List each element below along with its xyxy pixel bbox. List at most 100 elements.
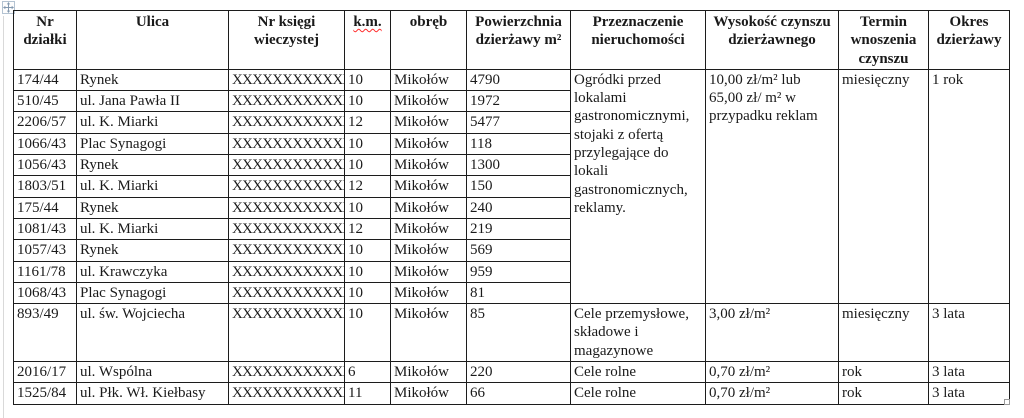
cell-ulica[interactable]: Rynek [76,239,229,262]
cell-termin[interactable]: miesięczny [838,303,929,363]
cell-obreb[interactable]: Mikołów [390,217,467,241]
cell-obreb[interactable]: Mikołów [390,90,467,113]
cell-nr-dzialki[interactable]: 1066/43 [13,132,77,156]
cell-ulica[interactable]: ul. Płk. Wł. Kiełbasy [76,382,229,405]
cell-powierzchnia[interactable]: 959 [466,260,571,283]
cell-ulica[interactable]: Rynek [76,154,229,177]
cell-km[interactable]: 10 [344,68,391,92]
cell-okres[interactable]: 3 lata [928,382,1010,405]
cell-obreb[interactable]: Mikołów [390,111,467,134]
table-move-handle[interactable] [2,1,15,14]
cell-obreb[interactable]: Mikołów [390,154,467,177]
cell-km[interactable]: 10 [344,239,391,262]
cell-powierzchnia[interactable]: 150 [466,175,571,198]
cell-nr-ksiegi[interactable]: XXXXXXXXXXXX [228,217,345,241]
cell-nr-ksiegi[interactable]: XXXXXXXXXXXX [228,303,345,363]
column-header-czynsz[interactable]: Wysokość czynszu dzierżawnego [705,10,839,70]
cell-obreb[interactable]: Mikołów [390,175,467,198]
cell-przeznaczenie[interactable]: Cele rolne [570,382,706,405]
cell-ulica[interactable]: ul. św. Wojciecha [76,303,229,363]
cell-czynsz-merged[interactable]: 10,00 zł/m² lub 65,00 zł/ m² w przypadku… [705,68,839,305]
cell-obreb[interactable]: Mikołów [390,382,467,405]
cell-obreb[interactable]: Mikołów [390,196,467,219]
cell-nr-dzialki[interactable]: 1803/51 [13,175,77,198]
cell-nr-ksiegi[interactable]: XXXXXXXXXXXX [228,260,345,283]
cell-nr-dzialki[interactable]: 1068/43 [13,281,77,305]
cell-okres-merged[interactable]: 1 rok [928,68,1010,305]
table-resize-handle[interactable] [1004,399,1010,405]
cell-nr-dzialki[interactable]: 1056/43 [13,154,77,177]
cell-czynsz[interactable]: 0,70 zł/m² [705,361,839,384]
cell-km[interactable]: 10 [344,196,391,219]
cell-powierzchnia[interactable]: 5477 [466,111,571,134]
column-header-ulica[interactable]: Ulica [76,10,229,70]
cell-termin[interactable]: rok [838,382,929,405]
cell-km[interactable]: 10 [344,281,391,305]
cell-ulica[interactable]: Rynek [76,68,229,92]
cell-km[interactable]: 10 [344,260,391,283]
cell-nr-dzialki[interactable]: 175/44 [13,196,77,219]
cell-nr-dzialki[interactable]: 1081/43 [13,217,77,241]
cell-ulica[interactable]: ul. K. Miarki [76,111,229,134]
cell-ulica[interactable]: Plac Synagogi [76,281,229,305]
cell-nr-dzialki[interactable]: 893/49 [13,303,77,363]
cell-km[interactable]: 6 [344,361,391,384]
cell-nr-ksiegi[interactable]: XXXXXXXXXXXX [228,196,345,219]
cell-km[interactable]: 10 [344,132,391,156]
cell-ulica[interactable]: ul. Wspólna [76,361,229,384]
cell-nr-ksiegi[interactable]: XXXXXXXXXXXX [228,382,345,405]
cell-powierzchnia[interactable]: 81 [466,281,571,305]
cell-ulica[interactable]: Plac Synagogi [76,132,229,156]
cell-ulica[interactable]: ul. Jana Pawła II [76,90,229,113]
cell-termin-merged[interactable]: miesięczny [838,68,929,305]
cell-powierzchnia[interactable]: 85 [466,303,571,363]
cell-obreb[interactable]: Mikołów [390,281,467,305]
cell-nr-ksiegi[interactable]: XXXXXXXXXXXX [228,239,345,262]
cell-ulica[interactable]: ul. K. Miarki [76,217,229,241]
cell-powierzchnia[interactable]: 219 [466,217,571,241]
cell-przeznaczenie-merged[interactable]: Ogródki przed lokalami gastronomicznymi,… [570,68,706,305]
cell-obreb[interactable]: Mikołów [390,239,467,262]
cell-nr-ksiegi[interactable]: XXXXXXXXXXXX [228,111,345,134]
cell-powierzchnia[interactable]: 240 [466,196,571,219]
cell-nr-dzialki[interactable]: 510/45 [13,90,77,113]
cell-powierzchnia[interactable]: 220 [466,361,571,384]
cell-okres[interactable]: 3 lata [928,361,1010,384]
cell-obreb[interactable]: Mikołów [390,303,467,363]
cell-km[interactable]: 10 [344,154,391,177]
cell-przeznaczenie[interactable]: Cele rolne [570,361,706,384]
cell-ulica[interactable]: ul. K. Miarki [76,175,229,198]
column-header-termin[interactable]: Termin wnoszenia czynszu [838,10,929,70]
cell-km[interactable]: 12 [344,111,391,134]
cell-powierzchnia[interactable]: 1300 [466,154,571,177]
cell-ulica[interactable]: ul. Krawczyka [76,260,229,283]
cell-nr-ksiegi[interactable]: XXXXXXXXXXXX [228,361,345,384]
cell-przeznaczenie[interactable]: Cele przemysłowe, składowe i magazynowe [570,303,706,363]
cell-nr-ksiegi[interactable]: XXXXXXXXXXXX [228,90,345,113]
column-header-km[interactable]: k.m. [344,10,391,70]
cell-obreb[interactable]: Mikołów [390,68,467,92]
cell-czynsz[interactable]: 3,00 zł/m² [705,303,839,363]
cell-nr-dzialki[interactable]: 174/44 [13,68,77,92]
cell-nr-ksiegi[interactable]: XXXXXXXXXXXX [228,175,345,198]
cell-km[interactable]: 10 [344,90,391,113]
cell-nr-ksiegi[interactable]: XXXXXXXXXXXX [228,68,345,92]
cell-obreb[interactable]: Mikołów [390,361,467,384]
column-header-nr-ksiegi[interactable]: Nr księgi wieczystej [228,10,345,70]
column-header-nr-dzialki[interactable]: Nr działki [13,10,77,70]
cell-nr-dzialki[interactable]: 1057/43 [13,239,77,262]
cell-powierzchnia[interactable]: 569 [466,239,571,262]
cell-powierzchnia[interactable]: 118 [466,132,571,156]
cell-obreb[interactable]: Mikołów [390,132,467,156]
cell-obreb[interactable]: Mikołów [390,260,467,283]
column-header-przeznaczenie[interactable]: Przeznaczenie nieruchomości [570,10,706,70]
cell-powierzchnia[interactable]: 4790 [466,68,571,92]
cell-nr-dzialki[interactable]: 1161/78 [13,260,77,283]
cell-ulica[interactable]: Rynek [76,196,229,219]
cell-km[interactable]: 12 [344,175,391,198]
cell-km[interactable]: 10 [344,303,391,363]
cell-nr-dzialki[interactable]: 2206/57 [13,111,77,134]
cell-powierzchnia[interactable]: 1972 [466,90,571,113]
column-header-okres[interactable]: Okres dzierżawy [928,10,1010,70]
cell-czynsz[interactable]: 0,70 zł/m² [705,382,839,405]
